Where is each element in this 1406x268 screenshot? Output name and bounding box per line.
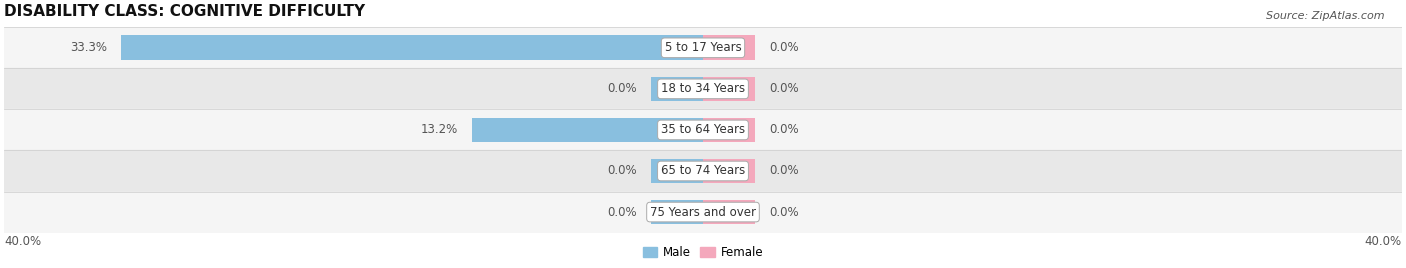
Bar <box>4 27 1402 68</box>
Bar <box>651 200 703 224</box>
Text: DISABILITY CLASS: COGNITIVE DIFFICULTY: DISABILITY CLASS: COGNITIVE DIFFICULTY <box>4 4 366 19</box>
Text: 0.0%: 0.0% <box>769 124 799 136</box>
Bar <box>651 77 703 101</box>
Bar <box>703 159 755 183</box>
Text: 0.0%: 0.0% <box>769 82 799 95</box>
Bar <box>4 150 1402 192</box>
Text: 0.0%: 0.0% <box>607 82 637 95</box>
Text: 65 to 74 Years: 65 to 74 Years <box>661 165 745 177</box>
Text: 0.0%: 0.0% <box>769 165 799 177</box>
Text: 18 to 34 Years: 18 to 34 Years <box>661 82 745 95</box>
Text: 0.0%: 0.0% <box>607 206 637 219</box>
Bar <box>121 35 703 60</box>
Text: 13.2%: 13.2% <box>422 124 458 136</box>
Bar <box>472 118 703 142</box>
Bar <box>4 109 1402 150</box>
Text: 0.0%: 0.0% <box>769 41 799 54</box>
Bar <box>4 68 1402 109</box>
Bar <box>4 192 1402 233</box>
Bar <box>651 159 703 183</box>
Text: 0.0%: 0.0% <box>769 206 799 219</box>
Text: 35 to 64 Years: 35 to 64 Years <box>661 124 745 136</box>
Bar <box>703 35 755 60</box>
Text: 33.3%: 33.3% <box>70 41 107 54</box>
Text: 5 to 17 Years: 5 to 17 Years <box>665 41 741 54</box>
Text: 0.0%: 0.0% <box>607 165 637 177</box>
Bar <box>703 200 755 224</box>
Bar <box>703 118 755 142</box>
Text: 75 Years and over: 75 Years and over <box>650 206 756 219</box>
Text: 40.0%: 40.0% <box>1365 235 1402 248</box>
Text: Source: ZipAtlas.com: Source: ZipAtlas.com <box>1267 11 1385 21</box>
Bar <box>703 77 755 101</box>
Text: 40.0%: 40.0% <box>4 235 41 248</box>
Legend: Male, Female: Male, Female <box>638 241 768 264</box>
